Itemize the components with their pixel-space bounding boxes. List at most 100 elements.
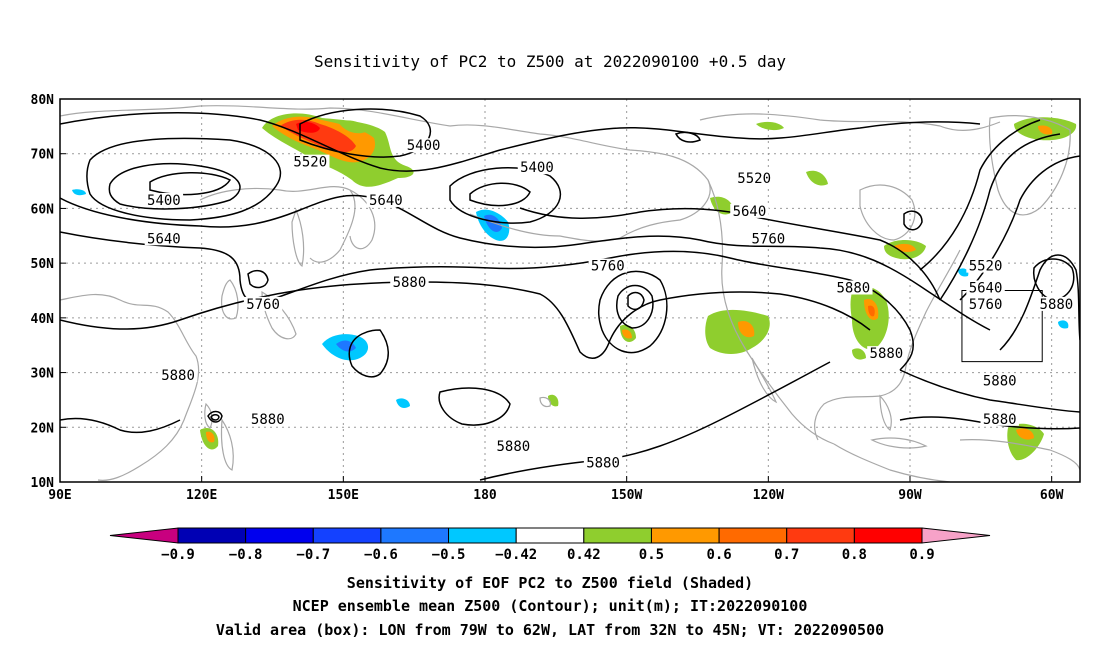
shade-green [1007, 423, 1044, 461]
contour-label: 5880 [836, 281, 870, 297]
coast-aleutians [469, 213, 561, 237]
contour-label-bg [980, 373, 1019, 388]
shade-blue [396, 398, 410, 408]
contour-typhoon-2 [210, 414, 220, 421]
contour-tropics-2 [479, 361, 831, 481]
contour-subtropical-ridge [348, 329, 389, 378]
coast-okhotsk [199, 186, 356, 263]
contour-label-bg [291, 154, 330, 169]
footer-line-2: NCEP ensemble mean Z500 (Contour); unit(… [293, 597, 808, 615]
contour-label: 5640 [733, 204, 767, 220]
lon-tick-label: 120W [753, 488, 784, 503]
contour-label: 5760 [969, 297, 1003, 313]
footer-line-1: Sensitivity of EOF PC2 to Z500 field (Sh… [347, 574, 753, 592]
contour-east-atlantic-low [1032, 258, 1075, 301]
coast-korea [221, 279, 239, 320]
contour-label: 5400 [520, 160, 554, 176]
colorbar-bin [718, 527, 788, 544]
coast-arctic-islands [699, 113, 1001, 131]
colorbar-label: −0.5 [432, 547, 466, 563]
colorbar-bin [177, 527, 247, 544]
coast-namerica-east [814, 249, 961, 441]
contour-label: 5880 [870, 346, 904, 362]
lon-tick-label: 150W [611, 488, 642, 503]
contour-label-bg [144, 231, 184, 246]
contour-label: 5880 [393, 275, 427, 291]
lat-tick-label: 60N [31, 202, 55, 217]
colorbar-label: 0.6 [706, 547, 731, 563]
coast-kamchatka [349, 189, 376, 250]
contour-label-bg [144, 192, 184, 207]
contour-label-bg [517, 160, 557, 175]
lon-tick-label: 180 [473, 488, 497, 503]
coast-greenland [988, 115, 1071, 216]
colorbar-bin [380, 527, 450, 544]
colorbar-label: 0.9 [909, 547, 934, 563]
colorbar: −0.9 −0.8 −0.7 −0.6 −0.5 −0.42 0.42 0.5 0.6 0.7 0.… [109, 527, 991, 563]
contour-label-bg [583, 455, 623, 470]
coast-baja [751, 357, 778, 404]
contour-label-bg [248, 411, 287, 426]
shade-green [338, 120, 368, 134]
contour-hudson-low [903, 210, 923, 231]
lon-tick-label: 60W [1040, 488, 1064, 503]
contour-small-high [247, 269, 269, 289]
contour-npacific-trough [519, 207, 941, 301]
contour-label-bg [834, 280, 873, 295]
contour-label-bg [243, 296, 283, 311]
contour-aleutian-low-in [469, 182, 531, 207]
contour-label: 5400 [147, 193, 181, 209]
lat-tick-label: 50N [31, 257, 55, 272]
colorbar-bin [853, 527, 923, 544]
contour-label-bg [1037, 296, 1076, 311]
shade-green [852, 348, 866, 360]
contour-label: 5640 [147, 231, 181, 247]
contour-eastern-trough [939, 133, 1061, 301]
coast-south-america [959, 439, 1080, 471]
coastlines [60, 105, 1080, 482]
contour-aleutian-low [449, 167, 562, 224]
coast-cuba [870, 437, 928, 449]
lon-tick-label: 150E [328, 488, 359, 503]
contour-5880-main [60, 281, 871, 359]
contour-label: 5520 [293, 155, 327, 171]
shade-blue [958, 268, 969, 277]
lon-tick-label: 90W [898, 488, 922, 503]
contour-label: 5880 [983, 374, 1017, 390]
lon-tick-labels: 90E 120E 150E 180 150W 120W 90W 60W [48, 476, 1064, 503]
z500-contours [60, 108, 1080, 481]
colorbar-label: −0.8 [229, 547, 263, 563]
lat-tick-label: 80N [31, 93, 55, 108]
contour-5640-west [60, 194, 991, 331]
shade-orange [1038, 125, 1053, 135]
lat-tick-label: 20N [31, 421, 55, 436]
graticule [60, 99, 1080, 482]
contour-label: 5400 [407, 138, 441, 154]
lat-tick-label: 10N [31, 476, 55, 491]
shade-orange [622, 329, 632, 339]
contour-label: 5640 [969, 281, 1003, 297]
figure-title: Sensitivity of PC2 to Z500 at 2022090100… [314, 52, 786, 71]
colorbar-bin [786, 527, 855, 544]
colorbar-bin [109, 527, 179, 544]
contour-5520-west [86, 137, 282, 221]
contour-label-bg [366, 192, 406, 207]
lon-tick-label: 90E [48, 488, 71, 503]
colorbar-bin [312, 527, 382, 544]
colorbar-bin [448, 527, 517, 544]
colorbar-bin [583, 527, 652, 544]
contour-label-bg [494, 439, 533, 454]
contour-lowpacific-3 [627, 291, 645, 311]
coast-namerica-west [707, 179, 835, 445]
contour-label-bg [980, 411, 1019, 426]
contour-lowpacific-2 [616, 284, 654, 329]
contour-label: 5880 [251, 412, 285, 428]
shade-green [756, 121, 784, 131]
contour-label-bg [966, 258, 1005, 273]
contour-eastern-trough-3 [959, 155, 1080, 301]
colorbar-label: 0.7 [774, 547, 799, 563]
lat-tick-label: 40N [31, 312, 55, 327]
contour-typhoon [207, 410, 223, 423]
colorbar-label: −0.7 [296, 547, 330, 563]
